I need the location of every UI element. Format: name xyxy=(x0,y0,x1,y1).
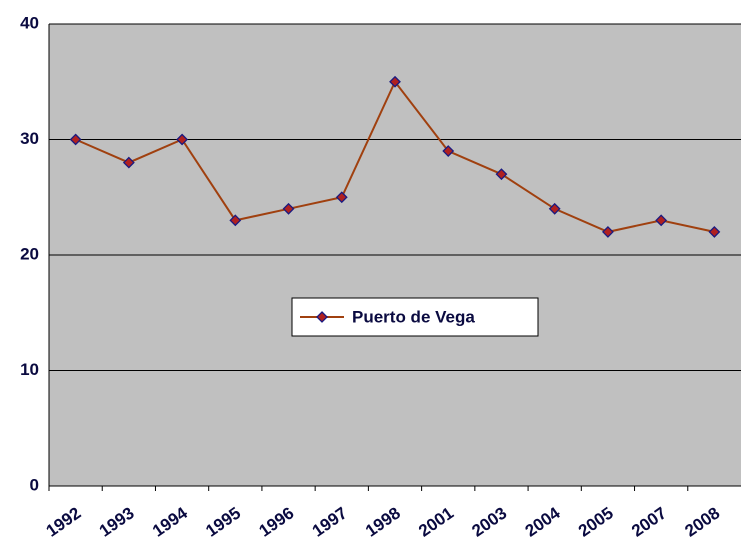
x-tick-label: 1998 xyxy=(362,503,404,540)
x-tick-label: 1992 xyxy=(43,503,85,540)
x-tick-label: 2005 xyxy=(575,503,617,540)
marker xyxy=(69,133,82,146)
marker xyxy=(602,225,614,238)
y-tick-label: 30 xyxy=(20,129,39,148)
x-tick-label: 1996 xyxy=(256,503,298,540)
x-tick-label: 2007 xyxy=(628,503,670,540)
marker xyxy=(122,156,135,169)
y-tick-label: 20 xyxy=(20,244,39,263)
legend-marker xyxy=(316,311,328,323)
marker xyxy=(548,202,561,215)
y-tick-label: 0 xyxy=(30,475,39,494)
marker xyxy=(335,191,348,204)
x-tick-label: 2003 xyxy=(468,503,510,540)
x-tick-label: 1997 xyxy=(309,503,351,540)
x-tick-label: 1993 xyxy=(96,503,138,540)
x-tick-label: 2001 xyxy=(415,503,457,540)
x-tick-label: 1994 xyxy=(149,503,191,541)
marker xyxy=(495,168,508,181)
marker xyxy=(176,133,188,146)
marker xyxy=(442,145,455,157)
marker xyxy=(389,75,401,88)
y-tick-label: 40 xyxy=(20,13,39,32)
y-tick-label: 10 xyxy=(20,360,39,379)
marker xyxy=(282,202,295,215)
marker xyxy=(229,214,242,227)
x-tick-label: 2004 xyxy=(522,503,564,541)
x-tick-label: 2008 xyxy=(681,503,723,540)
marker xyxy=(708,225,721,238)
marker xyxy=(655,214,668,227)
legend-label: Puerto de Vega xyxy=(352,307,475,326)
x-tick-label: 1995 xyxy=(202,503,244,540)
